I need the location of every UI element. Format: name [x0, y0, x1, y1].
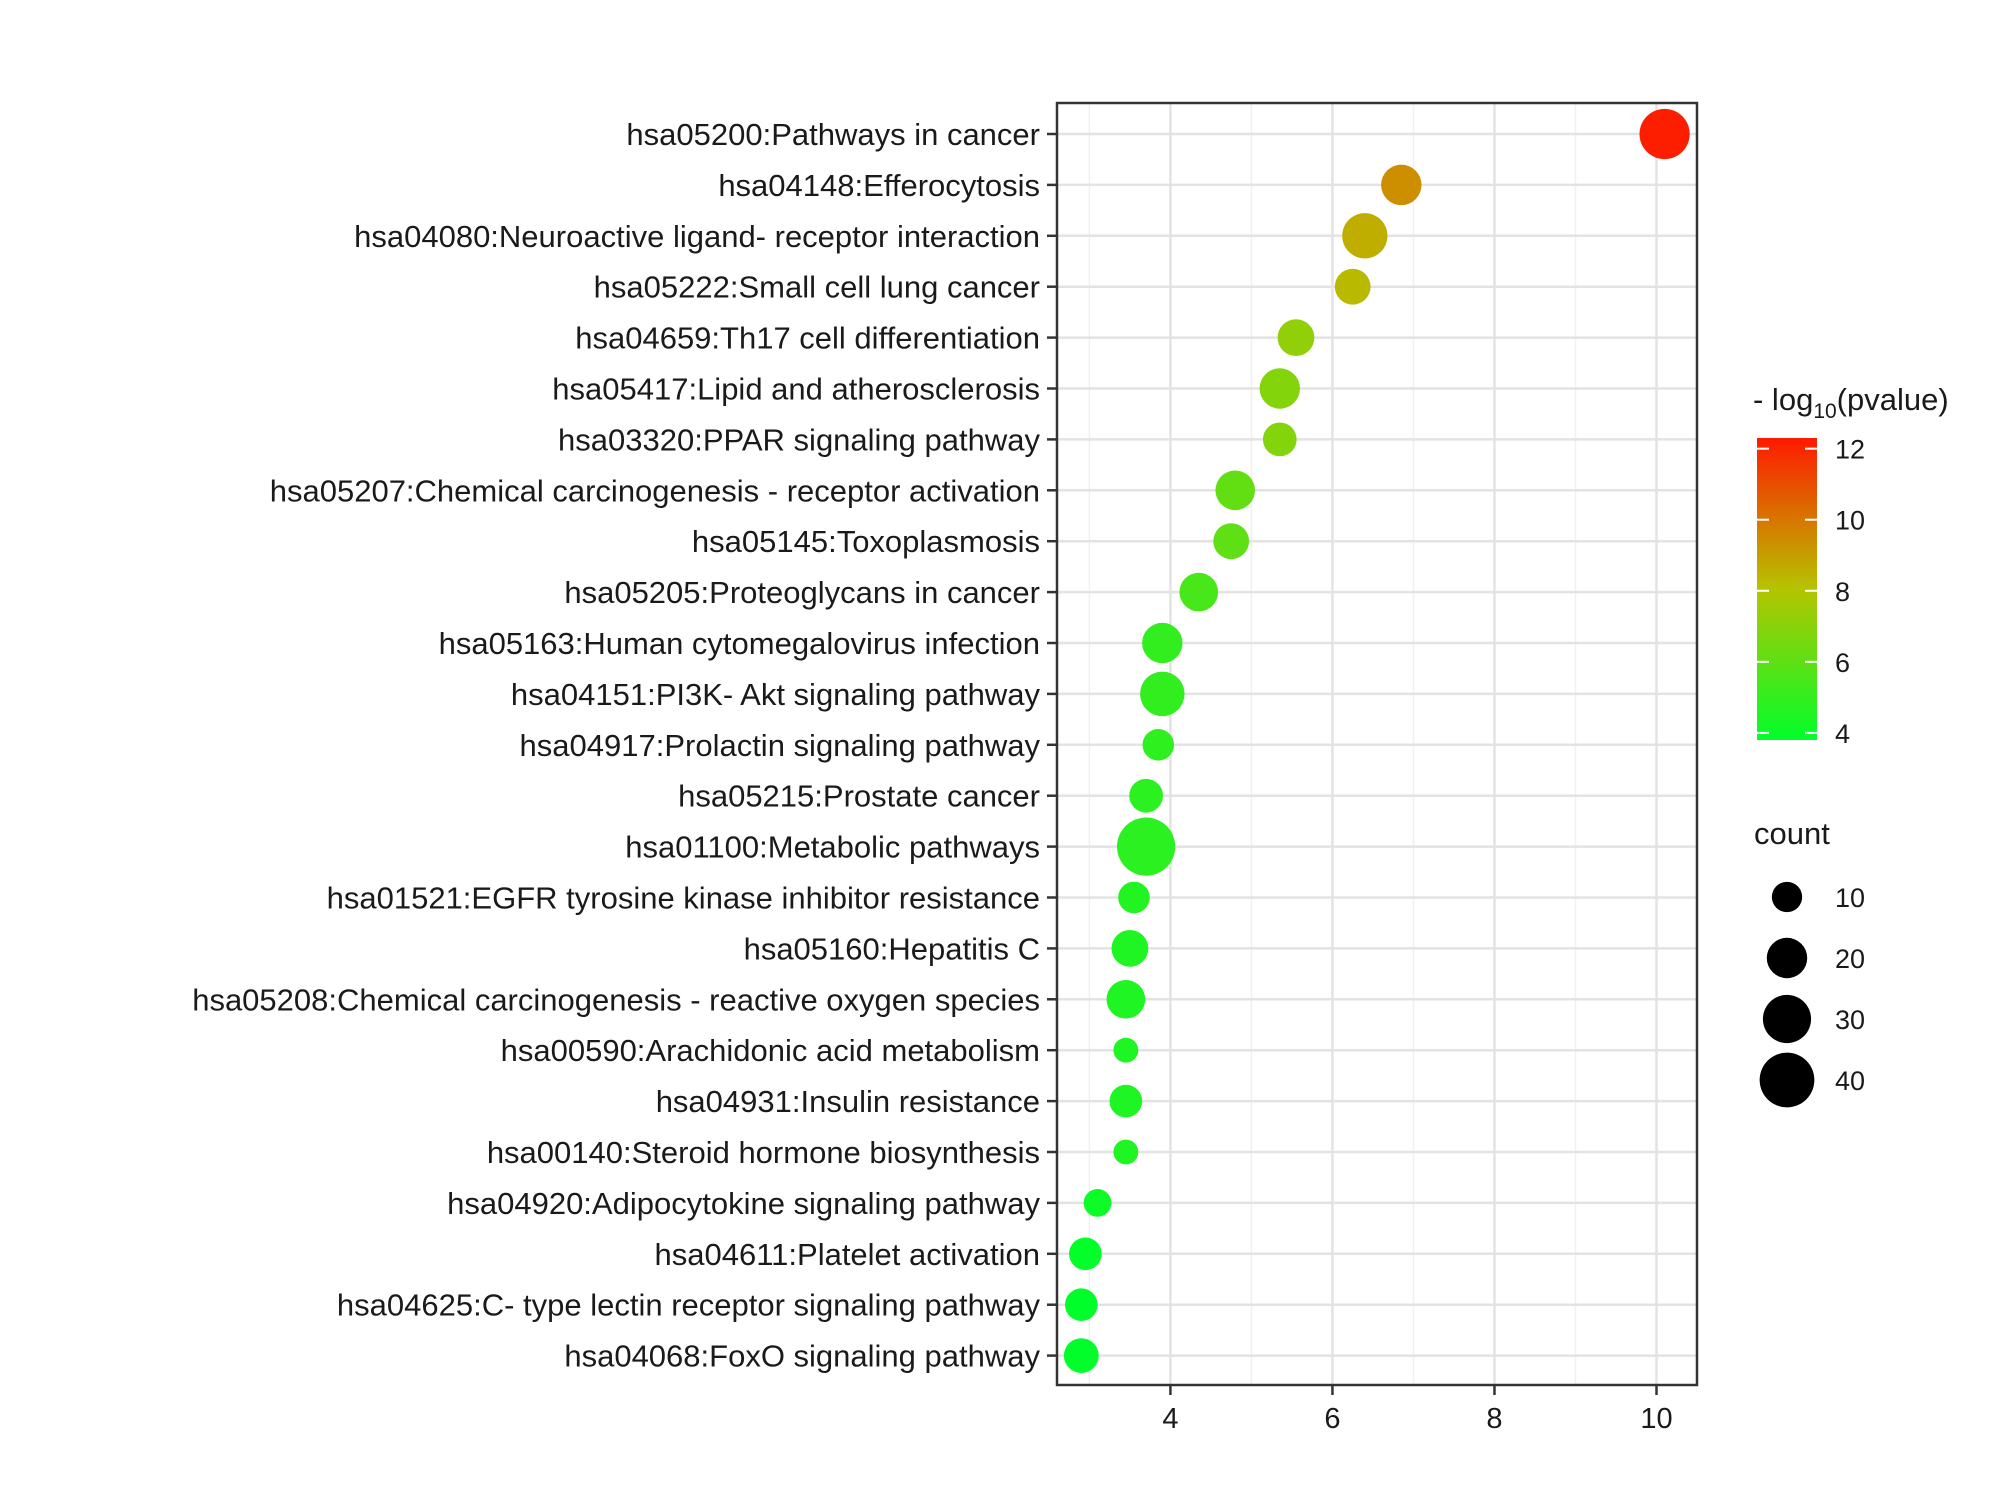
category-label: hsa05163:Human cytomegalovirus infection — [439, 626, 1040, 661]
data-point — [1259, 368, 1301, 409]
data-point — [1179, 572, 1219, 612]
category-labels: hsa05200:Pathways in cancer hsa04148:Effe… — [192, 117, 1040, 1374]
category-label: hsa04931:Insulin resistance — [656, 1084, 1040, 1119]
data-point — [1334, 268, 1371, 305]
category-label: hsa04611:Platelet activation — [655, 1237, 1040, 1272]
data-point — [1069, 1237, 1102, 1271]
category-label: hsa05205:Proteoglycans in cancer — [564, 575, 1040, 610]
category-label: hsa05207:Chemical carcinogenesis - recep… — [270, 473, 1040, 508]
x-axis-tick-labels: 4 6 8 10 — [1162, 1403, 1672, 1435]
category-label: hsa04917:Prolactin signaling pathway — [520, 728, 1041, 763]
axis-ticks — [1047, 132, 1658, 1395]
category-label: hsa05208:Chemical carcinogenesis - react… — [192, 982, 1040, 1017]
data-point — [1140, 671, 1185, 717]
x-tick-label: 4 — [1162, 1403, 1178, 1435]
color-legend-tick-label: 10 — [1835, 506, 1865, 536]
data-point — [1342, 213, 1388, 259]
category-label: hsa05160:Hepatitis C — [744, 931, 1040, 966]
category-label: hsa05215:Prostate cancer — [678, 779, 1040, 814]
data-point — [1064, 1288, 1098, 1322]
color-legend-bar — [1757, 438, 1817, 740]
size-legend: count 10 20 30 40 — [1754, 816, 1865, 1108]
size-legend-dot — [1766, 937, 1808, 979]
x-tick-label: 6 — [1324, 1403, 1340, 1435]
data-point — [1262, 422, 1297, 457]
size-legend-dot — [1759, 1052, 1815, 1108]
data-point — [1109, 1084, 1143, 1118]
data-point — [1129, 778, 1163, 813]
category-label: hsa01100:Metabolic pathways — [625, 830, 1040, 865]
x-tick-label: 10 — [1640, 1403, 1672, 1435]
data-point — [1215, 470, 1256, 511]
size-legend-label: 30 — [1835, 1005, 1865, 1035]
plot-panel-border — [1055, 101, 1699, 1387]
category-label: hsa01521:EGFR tyrosine kinase inhibitor … — [327, 881, 1040, 916]
data-point — [1083, 1189, 1112, 1217]
size-legend-dot — [1771, 881, 1803, 913]
color-legend-tick-label: 6 — [1835, 648, 1850, 678]
data-point — [1142, 622, 1183, 664]
color-legend-title: - log10(pvalue) — [1753, 382, 1949, 423]
size-legend-label: 40 — [1835, 1066, 1865, 1096]
category-label: hsa04151:PI3K- Akt signaling pathway — [511, 677, 1041, 712]
size-legend-label: 10 — [1835, 883, 1865, 913]
color-legend-tick-label: 12 — [1835, 435, 1865, 465]
color-legend-ticks: 4 6 8 10 12 — [1757, 435, 1865, 749]
category-label: hsa05222:Small cell lung cancer — [594, 270, 1040, 305]
data-point — [1063, 1338, 1099, 1374]
color-legend-tick-label: 8 — [1835, 577, 1850, 607]
category-label: hsa04080:Neuroactive ligand- receptor in… — [354, 219, 1040, 254]
category-label: hsa00590:Arachidonic acid metabolism — [501, 1033, 1040, 1068]
size-legend-label: 20 — [1835, 944, 1865, 974]
data-point — [1213, 523, 1250, 560]
category-label: hsa05200:Pathways in cancer — [626, 117, 1040, 152]
data-point — [1142, 729, 1175, 761]
category-label: hsa00140:Steroid hormone biosynthesis — [487, 1135, 1040, 1170]
data-point — [1639, 108, 1690, 160]
data-point — [1118, 881, 1150, 914]
category-label: hsa05145:Toxoplasmosis — [692, 524, 1040, 559]
category-label: hsa04068:FoxO signaling pathway — [564, 1339, 1040, 1374]
size-legend-items: 10 20 30 40 — [1759, 881, 1865, 1108]
data-point — [1381, 164, 1422, 206]
data-point — [1277, 319, 1315, 356]
size-legend-dot — [1762, 994, 1812, 1044]
category-label: hsa05417:Lipid and atherosclerosis — [552, 372, 1040, 407]
color-legend: - log10(pvalue) 4 6 8 10 12 — [1753, 382, 1949, 749]
data-point — [1113, 1037, 1139, 1063]
data-point — [1117, 817, 1176, 876]
x-tick-label: 8 — [1486, 1403, 1502, 1435]
data-point — [1113, 1139, 1139, 1165]
data-point — [1106, 979, 1146, 1019]
color-legend-tick-label: 4 — [1835, 719, 1850, 749]
category-label: hsa04148:Efferocytosis — [718, 168, 1040, 203]
category-label: hsa04625:C- type lectin receptor signali… — [337, 1288, 1041, 1323]
category-label: hsa03320:PPAR signaling pathway — [558, 422, 1040, 457]
data-points — [1063, 108, 1690, 1374]
size-legend-title: count — [1754, 816, 1830, 851]
category-label: hsa04920:Adipocytokine signaling pathway — [447, 1186, 1040, 1221]
data-point — [1111, 930, 1149, 967]
category-label: hsa04659:Th17 cell differentiation — [575, 321, 1040, 356]
